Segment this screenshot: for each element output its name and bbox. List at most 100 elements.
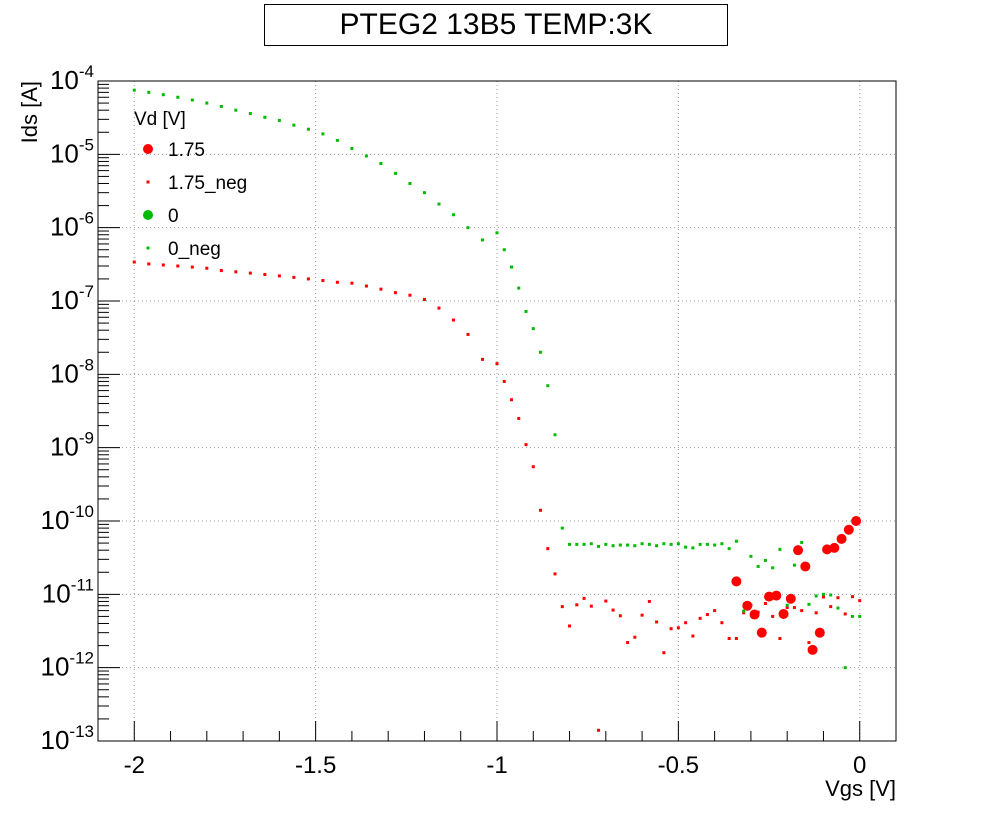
data-point: [669, 542, 673, 546]
data-point: [814, 627, 825, 638]
data-point: [335, 280, 339, 284]
data-point: [633, 544, 637, 548]
data-point: [350, 147, 354, 151]
legend-item-1.75: 1.75: [143, 140, 205, 161]
data-point: [749, 603, 753, 607]
data-point: [510, 398, 514, 402]
data-point: [792, 606, 796, 610]
data-point: [408, 293, 412, 297]
data-point: [800, 540, 804, 544]
y-tick-label: 10-13: [41, 722, 95, 755]
x-tick-label: -1: [486, 752, 507, 779]
legend-marker: [146, 246, 150, 250]
data-point: [292, 275, 296, 279]
data-point: [147, 262, 151, 266]
data-point: [611, 544, 615, 548]
data-point: [821, 595, 825, 599]
data-point: [655, 620, 659, 624]
data-point: [705, 613, 709, 617]
data-point: [321, 132, 325, 136]
data-point: [219, 104, 223, 108]
data-point: [684, 621, 688, 625]
series-1.75_neg: [132, 260, 862, 732]
data-point: [575, 603, 579, 607]
legend-label: 0_neg: [168, 239, 221, 260]
data-point: [734, 636, 738, 640]
data-point: [731, 576, 742, 587]
data-point: [858, 599, 862, 603]
legend-marker: [146, 180, 150, 184]
legend-marker: [143, 210, 153, 220]
data-point: [800, 609, 804, 613]
data-point: [205, 266, 209, 270]
data-point: [560, 605, 564, 609]
data-point: [626, 543, 630, 547]
data-point: [705, 542, 709, 546]
series-1.75: [731, 516, 862, 655]
data-point: [553, 433, 557, 437]
data-point: [727, 547, 731, 551]
data-point: [147, 90, 151, 94]
data-point: [393, 171, 397, 175]
data-point: [829, 542, 840, 553]
data-point: [531, 327, 535, 331]
data-point: [626, 641, 630, 645]
y-tick-label: 10-9: [50, 429, 94, 462]
x-tick-label: -0.5: [658, 752, 699, 779]
data-point: [771, 614, 775, 618]
data-point: [219, 269, 223, 273]
data-point: [277, 274, 281, 278]
axis-ticks: -2 -1.5 -1 -0.5 0 10-13 10-12 10-11 10-10 10-9 10-…: [41, 62, 897, 779]
data-point: [597, 544, 601, 548]
y-axis-label: Ids [A]: [17, 81, 42, 143]
data-point: [843, 666, 847, 670]
data-point: [691, 546, 695, 550]
x-tick-label: -1.5: [295, 752, 336, 779]
data-point: [350, 281, 354, 285]
data-point: [495, 231, 499, 235]
data-point: [749, 554, 753, 558]
legend-label: 0: [168, 206, 179, 227]
data-point: [502, 248, 506, 252]
chart-title: PTEG2 13B5 TEMP:3K: [264, 4, 728, 46]
data-point: [589, 542, 593, 546]
data-point: [205, 101, 209, 105]
data-point: [647, 542, 651, 546]
data-point: [379, 287, 383, 291]
data-point: [321, 279, 325, 283]
data-point: [676, 626, 680, 630]
series-0_neg: [132, 88, 862, 670]
data-point: [161, 263, 165, 267]
data-point: [756, 564, 760, 568]
data-point: [778, 636, 782, 640]
data-point: [829, 593, 833, 597]
data-point: [691, 634, 695, 638]
data-point: [807, 602, 811, 606]
data-point: [727, 636, 731, 640]
data-point: [451, 318, 455, 322]
legend-title: Vd [V]: [134, 109, 186, 130]
data-point: [502, 379, 506, 383]
data-point: [843, 524, 854, 535]
data-point: [698, 542, 702, 546]
data-point: [778, 547, 782, 551]
data-point: [640, 613, 644, 617]
data-point: [263, 115, 267, 119]
data-point: [132, 88, 136, 92]
data-point: [647, 599, 651, 603]
data-point: [466, 332, 470, 336]
y-tick-label: 10-4: [50, 62, 94, 95]
data-point: [306, 127, 310, 131]
data-point: [234, 270, 238, 274]
data-point: [582, 596, 586, 600]
data-point: [655, 544, 659, 548]
data-point: [792, 563, 796, 567]
data-point: [850, 614, 854, 618]
data-point: [263, 272, 267, 276]
data-point: [640, 542, 644, 546]
data-point: [793, 545, 804, 556]
data-point: [720, 542, 724, 546]
data-point: [539, 508, 543, 512]
x-tick-label: 0: [853, 752, 866, 779]
data-point: [234, 108, 238, 112]
